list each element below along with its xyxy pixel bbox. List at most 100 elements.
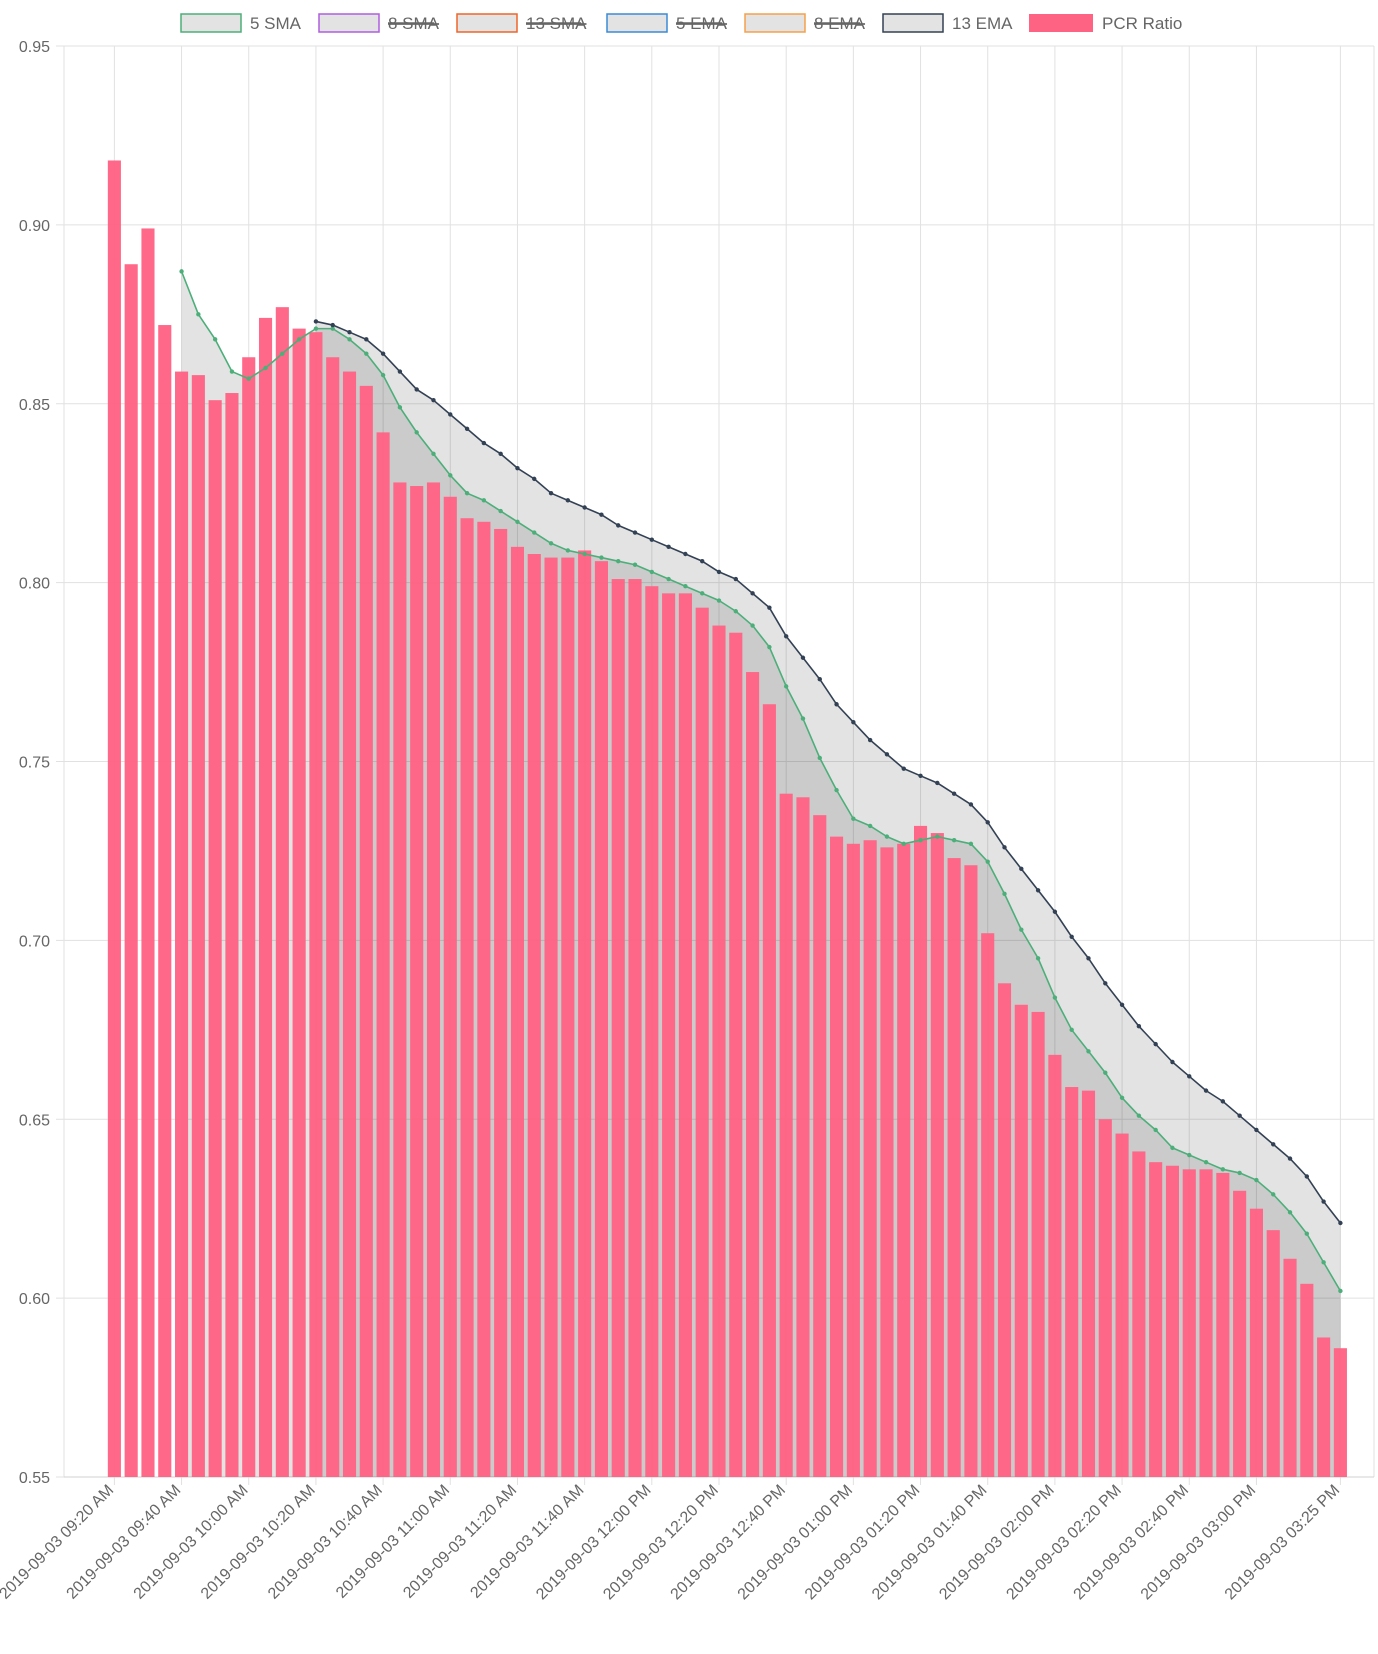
sma5-point[interactable] [616, 558, 621, 564]
sma5-point[interactable] [1304, 1231, 1310, 1236]
sma5-point[interactable] [1019, 927, 1024, 932]
pcr-bar[interactable] [863, 840, 877, 1477]
sma5-point[interactable] [380, 372, 386, 378]
ema13-point[interactable] [1271, 1142, 1276, 1147]
ema13-point[interactable] [616, 523, 621, 528]
sma5-point[interactable] [212, 337, 218, 342]
pcr-bar[interactable] [326, 357, 340, 1478]
sma5-point[interactable] [431, 451, 436, 457]
pcr-bar[interactable] [393, 482, 407, 1478]
sma5-point[interactable] [397, 405, 403, 410]
ema13-point[interactable] [1136, 1024, 1142, 1029]
pcr-bar[interactable] [594, 561, 608, 1477]
ema13-point[interactable] [716, 569, 722, 575]
ema13-point[interactable] [1220, 1099, 1226, 1104]
pcr-bar[interactable] [1115, 1133, 1129, 1477]
sma5-point[interactable] [1119, 1095, 1125, 1100]
pcr-bar[interactable] [796, 797, 810, 1477]
ema13-point[interactable] [867, 737, 873, 743]
sma5-point[interactable] [313, 326, 319, 331]
sma5-point[interactable] [1237, 1170, 1242, 1176]
pcr-bar[interactable] [494, 528, 508, 1477]
pcr-bar[interactable] [426, 482, 441, 1478]
sma5-point[interactable] [750, 623, 755, 628]
pcr-bar[interactable] [611, 579, 625, 1477]
ema13-point[interactable] [1035, 888, 1041, 893]
sma5-point[interactable] [649, 569, 655, 575]
sma5-point[interactable] [783, 684, 789, 689]
pcr-bar[interactable] [712, 625, 726, 1477]
ema13-point[interactable] [1086, 956, 1091, 961]
pcr-bar[interactable] [1065, 1087, 1079, 1477]
legend-item[interactable]: 8 SMA [318, 13, 440, 33]
ema13-point[interactable] [515, 465, 520, 471]
sma5-point[interactable] [1136, 1113, 1142, 1118]
sma5-point[interactable] [867, 823, 873, 829]
ema13-point[interactable] [901, 766, 906, 771]
sma5-point[interactable] [1271, 1192, 1276, 1197]
sma5-point[interactable] [968, 841, 974, 846]
sma5-point[interactable] [464, 490, 470, 496]
sma5-point[interactable] [935, 834, 940, 839]
pcr-bar[interactable] [746, 672, 760, 1477]
ema13-point[interactable] [884, 752, 890, 757]
pcr-bar[interactable] [1300, 1283, 1314, 1477]
sma5-point[interactable] [548, 541, 554, 546]
legend-item[interactable]: 8 EMA [744, 13, 866, 33]
ema13-point[interactable] [1237, 1113, 1242, 1118]
ema13-point[interactable] [1119, 1002, 1125, 1007]
pcr-bar[interactable] [947, 858, 961, 1477]
legend-item[interactable]: 5 EMA [606, 13, 728, 33]
ema13-point[interactable] [364, 337, 369, 342]
ema13-point[interactable] [481, 440, 487, 446]
ema13-point[interactable] [985, 820, 990, 825]
ema13-point[interactable] [448, 412, 453, 417]
sma5-point[interactable] [1321, 1260, 1326, 1265]
sma5-point[interactable] [1052, 995, 1058, 1000]
pcr-bar[interactable] [225, 393, 239, 1478]
sma5-point[interactable] [1103, 1070, 1108, 1075]
pcr-bar[interactable] [460, 518, 474, 1477]
pcr-bar[interactable] [1333, 1348, 1347, 1477]
pcr-bar[interactable] [695, 607, 709, 1477]
pcr-bar[interactable] [880, 847, 894, 1477]
pcr-bar[interactable] [762, 704, 776, 1477]
ema13-point[interactable] [1287, 1156, 1293, 1161]
sma5-point[interactable] [196, 312, 201, 317]
ema13-point[interactable] [1019, 866, 1024, 872]
ema13-point[interactable] [498, 451, 503, 457]
pcr-bar[interactable] [561, 557, 575, 1477]
ema13-point[interactable] [1187, 1074, 1192, 1079]
sma5-point[interactable] [246, 376, 251, 381]
sma5-point[interactable] [632, 562, 638, 567]
pcr-bar[interactable] [309, 332, 323, 1478]
ema13-point[interactable] [1069, 934, 1074, 939]
ema13-point[interactable] [1002, 845, 1007, 850]
ema13-point[interactable] [683, 551, 688, 557]
pcr-bar[interactable] [1149, 1162, 1163, 1477]
sma5-point[interactable] [1338, 1288, 1343, 1294]
pcr-bar[interactable] [477, 521, 491, 1477]
ema13-point[interactable] [464, 426, 470, 431]
pcr-bar[interactable] [964, 865, 978, 1477]
sma5-point[interactable] [733, 609, 738, 614]
ema13-point[interactable] [599, 512, 604, 517]
ema13-point[interactable] [330, 322, 335, 328]
sma5-point[interactable] [1069, 1027, 1074, 1033]
ema13-point[interactable] [834, 702, 839, 707]
sma5-point[interactable] [1203, 1159, 1209, 1165]
pcr-bar[interactable] [813, 815, 827, 1477]
pcr-bar[interactable] [175, 371, 189, 1477]
pcr-bar[interactable] [645, 586, 659, 1477]
sma5-point[interactable] [448, 473, 453, 478]
pcr-bar[interactable] [107, 160, 121, 1478]
pcr-bar[interactable] [1132, 1151, 1146, 1477]
sma5-point[interactable] [565, 548, 571, 553]
pcr-bar[interactable] [258, 317, 273, 1477]
sma5-point[interactable] [263, 365, 268, 371]
ema13-point[interactable] [968, 802, 974, 807]
pcr-bar[interactable] [678, 593, 692, 1477]
ema13-point[interactable] [700, 558, 705, 564]
ema13-point[interactable] [1052, 909, 1058, 914]
ema13-point[interactable] [582, 505, 587, 510]
